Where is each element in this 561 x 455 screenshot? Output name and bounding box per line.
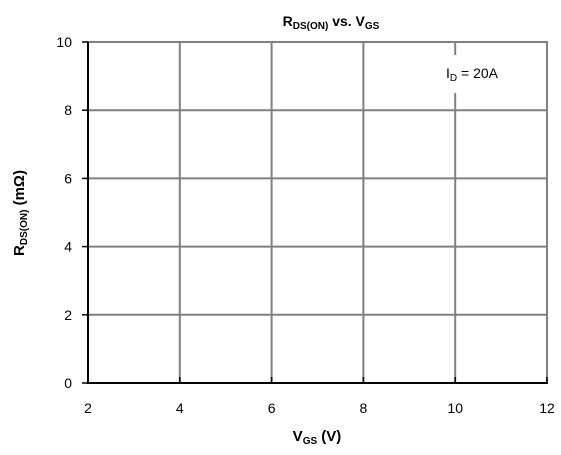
x-tick-label: 12 (539, 400, 555, 416)
ylabel-main: R (11, 245, 28, 256)
annotation-main: I (446, 65, 450, 81)
title-rest: vs. V (328, 13, 365, 29)
ylabel-rest: (mΩ) (11, 170, 28, 210)
annotation-box (440, 55, 520, 93)
title-main: R (283, 13, 293, 29)
xlabel-rest: (V) (317, 428, 341, 445)
annotation-rest: = 20A (457, 65, 499, 81)
x-tick-label: 6 (268, 400, 276, 416)
xlabel-main: V (293, 428, 303, 445)
x-tick-label: 10 (447, 400, 463, 416)
y-tick-label: 10 (56, 34, 72, 50)
annotation: ID = 20A (446, 65, 499, 84)
x-tick-label: 2 (84, 400, 92, 416)
y-tick-label: 0 (64, 375, 72, 391)
grid (87, 41, 548, 384)
title-sub2: GS (365, 21, 380, 32)
y-tick-label: 8 (64, 102, 72, 118)
axes (82, 41, 548, 384)
xlabel-sub: GS (303, 436, 318, 447)
x-tick-label: 4 (176, 400, 184, 416)
y-tick-label: 4 (64, 239, 72, 255)
x-tick-label: 8 (360, 400, 368, 416)
y-tick-labels: 0 2 4 6 8 10 (56, 34, 72, 391)
y-tick-label: 6 (64, 170, 72, 186)
y-tick-label: 2 (64, 307, 72, 323)
title-sub: DS(ON) (293, 21, 329, 32)
y-axis-label: RDS(ON) (mΩ) (11, 170, 30, 256)
x-tick-labels: 2 4 6 8 10 12 (84, 400, 555, 416)
plot-area (87, 41, 548, 384)
ylabel-sub: DS(ON) (19, 210, 30, 246)
x-axis-label: VGS (V) (293, 428, 342, 447)
annotation-sub: D (450, 73, 457, 84)
chart-title: RDS(ON) vs. VGS (283, 13, 380, 32)
